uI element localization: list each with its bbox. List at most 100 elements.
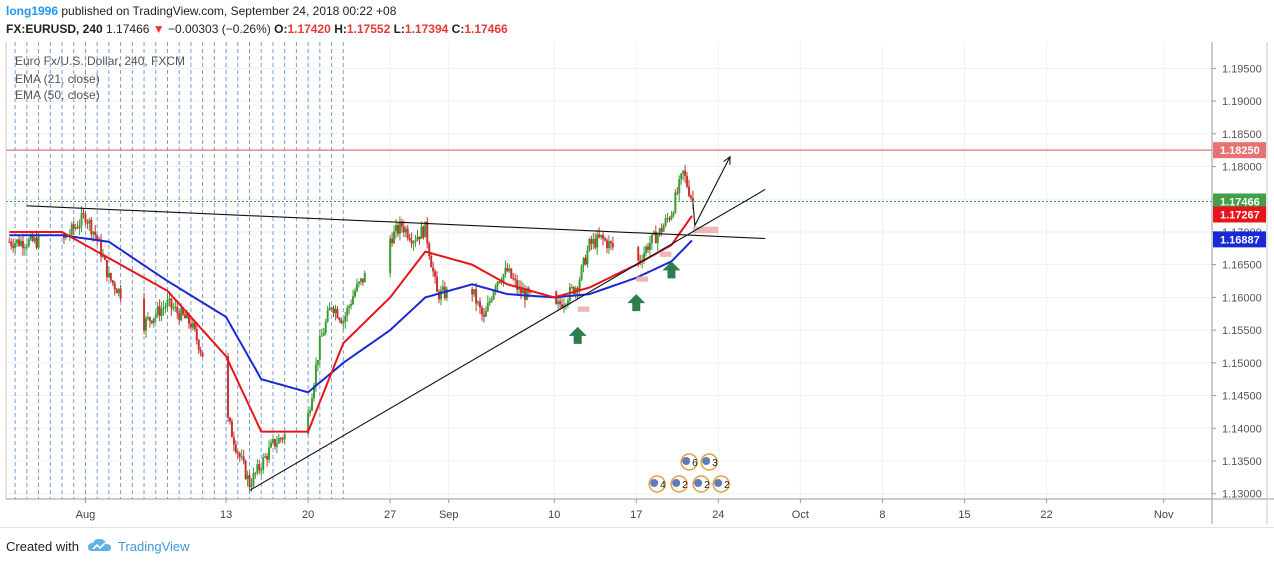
bear-candle [482,314,485,317]
bull-candle [117,288,120,294]
bear-candle [94,231,97,236]
y-tick-label: 1.16500 [1222,260,1262,272]
bear-candle [35,237,38,248]
y-tick-label: 1.18000 [1222,162,1262,174]
close-label: C: [451,22,465,36]
bear-candle [82,213,85,215]
low-value: 1.17394 [404,22,449,36]
bear-candle [660,228,663,232]
bull-candle [354,290,356,297]
bull-candle [412,242,415,244]
bear-candle [113,283,116,290]
bull-candle [102,255,105,257]
bear-candle [230,421,233,438]
bear-candle [639,260,642,262]
flag-icon [650,479,659,487]
bull-candle [648,243,651,250]
bear-candle [516,280,519,290]
ema-lines [9,215,693,433]
bear-candle [184,314,187,319]
tradingview-cloud-icon[interactable] [88,537,112,553]
bull-candle [656,234,659,244]
tradingview-brand[interactable]: TradingView [118,539,190,554]
publish-info: long1996 published on TradingView.com, S… [6,4,396,18]
bear-candle [676,192,679,194]
bear-candle [479,301,482,308]
flag-icon [702,457,711,465]
bull-candle [664,218,667,226]
price-label-box [1213,231,1266,248]
bull-candle [658,228,661,235]
bear-candle [273,439,276,447]
descending-trendline [26,205,766,240]
bear-candle [195,329,198,341]
bear-candle [428,243,431,256]
bear-candle [150,320,153,324]
bull-candle [277,438,280,444]
bull-candle [563,304,566,308]
bull-candle [322,332,325,336]
bear-candle [418,236,421,239]
event-count: 3 [712,458,718,469]
bear-candle [266,456,269,460]
bear-candle [332,307,335,314]
event-markers[interactable]: 6 3 4 2 2 2 [648,453,730,493]
bull-candle [484,311,487,317]
bear-candle [281,438,284,440]
bear-candle [391,238,394,244]
bull-candle [672,212,675,216]
bear-candle [559,301,562,305]
bear-candle [422,226,425,238]
bear-candle [176,306,179,313]
bull-candle [33,237,36,242]
bull-candle [350,304,353,307]
x-tick-label: 24 [712,509,724,521]
bear-candle [512,278,515,280]
bull-candle [404,228,407,233]
bear-candle [432,267,435,272]
bull-candle [414,240,417,243]
bear-candle [338,318,341,320]
bull-candle [252,473,255,486]
bear-candle [506,267,509,272]
bear-candle [193,322,196,330]
bear-candle [119,288,122,299]
last-price: 1.17466 [106,22,150,36]
bull-candle [326,310,329,322]
bull-candle [311,398,314,411]
bull-candle [174,306,177,309]
bull-candle [88,219,91,224]
bear-candle [436,276,439,292]
bull-candle [328,307,331,311]
price-label-text: 1.18250 [1220,145,1260,157]
author-link[interactable]: long1996 [6,4,59,18]
bear-candle [686,176,689,187]
bull-candle [496,281,499,286]
bull-candle [25,246,28,248]
bear-candle [406,228,409,238]
price-axis[interactable]: 1.195001.190001.185001.180001.175001.170… [1212,63,1262,501]
event-count: 2 [724,480,730,491]
bull-candle [275,443,278,447]
ema50-line [9,234,693,394]
bear-candle [598,234,601,238]
y-tick-label: 1.13000 [1222,489,1262,501]
time-axis[interactable]: Aug 13 20 27 Sep 10 17 24 Oct 8 15 22 Nov [76,499,1174,521]
bear-candle [187,313,190,324]
bull-candle [283,433,286,440]
bear-candle [115,289,118,294]
bull-candle [352,296,355,305]
bear-candle [437,291,440,300]
bull-candle [68,234,71,236]
bull-candle [582,257,585,266]
bull-candle [357,281,360,284]
bear-candle [520,287,523,294]
bull-candle [271,439,274,443]
bull-candle [262,457,265,470]
price-chart[interactable]: 6 34 2 2 2 Euro Fx/U.S. Dollar, 240, FXCM EM… [0,42,1274,527]
bull-candle [154,314,157,319]
bear-candle [258,464,261,470]
bear-candle [238,453,241,457]
bull-candle [160,308,163,316]
bull-candle [254,472,257,474]
